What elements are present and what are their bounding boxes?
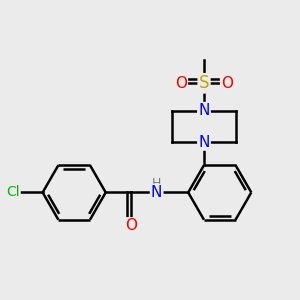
Text: O: O bbox=[175, 76, 187, 91]
Text: N: N bbox=[151, 185, 162, 200]
Text: H: H bbox=[152, 177, 161, 190]
Text: O: O bbox=[221, 76, 233, 91]
Text: Cl: Cl bbox=[6, 185, 20, 200]
Text: N: N bbox=[198, 103, 210, 118]
Text: S: S bbox=[199, 74, 209, 92]
Text: N: N bbox=[198, 135, 210, 150]
Text: O: O bbox=[125, 218, 137, 233]
